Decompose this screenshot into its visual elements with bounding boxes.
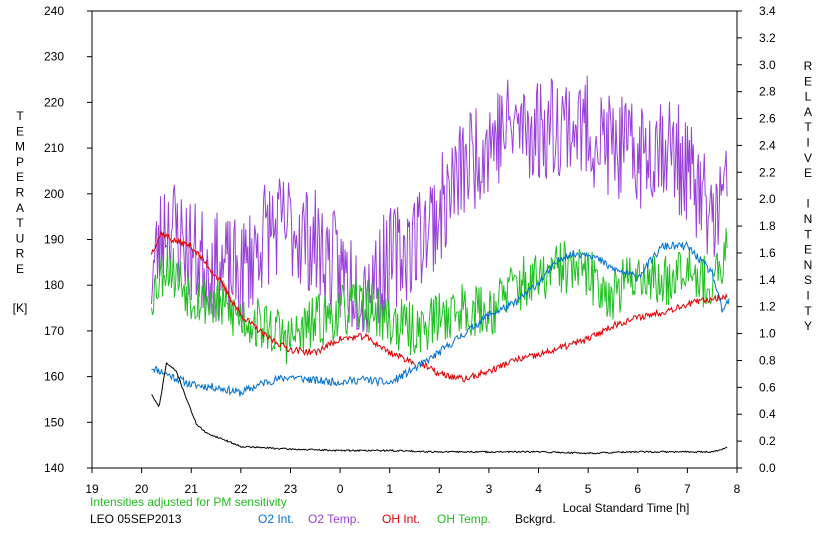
series-line-oh-temp xyxy=(151,228,728,365)
right-axis-title-letter: N xyxy=(804,258,813,272)
right-tick-label: 1.6 xyxy=(759,246,776,260)
right-axis-title-letter: T xyxy=(804,304,812,318)
right-axis-title-letter: I xyxy=(806,136,809,150)
x-tick-label: 3 xyxy=(486,482,493,496)
x-tick-label: 0 xyxy=(337,482,344,496)
left-tick-label: 220 xyxy=(44,95,64,109)
right-axis-title-letter: T xyxy=(804,227,812,241)
right-axis-title-letter: E xyxy=(804,74,812,88)
left-axis-title-letter: M xyxy=(15,140,25,154)
x-tick-label: 23 xyxy=(284,482,298,496)
left-tick-label: 240 xyxy=(44,4,64,18)
left-tick-label: 160 xyxy=(44,370,64,384)
left-tick-label: 200 xyxy=(44,187,64,201)
x-tick-label: 5 xyxy=(585,482,592,496)
right-axis-title-letter: T xyxy=(804,120,812,134)
x-tick-label: 8 xyxy=(734,482,741,496)
right-axis-ticks: 0.0 0.2 0.4 0.6 0.8 1.0 1.2 1.4 1.6 1.8 2.0 2.2 2.4 2… xyxy=(737,4,776,475)
series-line-bckgrd xyxy=(151,362,728,455)
right-axis-title-letter: A xyxy=(804,105,812,119)
x-tick-label: 2 xyxy=(436,482,443,496)
left-axis-title-letter: E xyxy=(16,262,24,276)
right-tick-label: 0.6 xyxy=(759,380,776,394)
right-axis-title-letter: E xyxy=(804,243,812,257)
left-axis-title-letter: T xyxy=(16,216,24,230)
right-tick-label: 2.8 xyxy=(759,85,776,99)
right-tick-label: 1.8 xyxy=(759,219,776,233)
x-tick-label: 4 xyxy=(535,482,542,496)
right-tick-label: 1.2 xyxy=(759,300,776,314)
series-lines xyxy=(151,75,730,455)
left-tick-label: 190 xyxy=(44,233,64,247)
legend-oh-int: OH Int. xyxy=(382,512,421,526)
left-axis-title-letter: P xyxy=(16,155,24,169)
right-axis-title-letter: V xyxy=(804,151,812,165)
right-tick-label: 3.2 xyxy=(759,31,776,45)
series-line-o2-temp xyxy=(151,75,728,333)
left-tick-label: 150 xyxy=(44,415,64,429)
right-axis-title-letter: L xyxy=(805,90,812,104)
left-axis-title-letter: U xyxy=(16,231,25,245)
x-axis-label: Local Standard Time [h] xyxy=(563,501,690,515)
right-axis-title-letter: I xyxy=(806,197,809,211)
right-tick-label: 2.2 xyxy=(759,165,776,179)
right-tick-label: 2.4 xyxy=(759,138,776,152)
station-date-label: LEO 05SEP2013 xyxy=(90,512,182,526)
adjustment-note: Intensities adjusted for PM sensitivity xyxy=(90,495,287,509)
left-axis-title-letter: R xyxy=(16,247,25,261)
series-line-oh-int xyxy=(151,231,728,383)
right-tick-label: 0.8 xyxy=(759,353,776,367)
right-axis-title-letter: E xyxy=(804,166,812,180)
right-axis-title-letter: N xyxy=(804,212,813,226)
x-tick-label: 22 xyxy=(234,482,248,496)
series-line-o2-int xyxy=(151,240,730,397)
left-axis-unit: [K] xyxy=(13,301,28,315)
x-tick-label: 20 xyxy=(135,482,149,496)
left-tick-label: 170 xyxy=(44,324,64,338)
x-tick-label: 1 xyxy=(386,482,393,496)
x-tick-label: 6 xyxy=(634,482,641,496)
left-axis-title-letter: E xyxy=(16,124,24,138)
right-tick-label: 3.4 xyxy=(759,4,776,18)
right-tick-label: 3.0 xyxy=(759,58,776,72)
right-axis-title-letter: I xyxy=(806,289,809,303)
legend-o2-temp: O2 Temp. xyxy=(308,512,360,526)
left-tick-label: 210 xyxy=(44,141,64,155)
right-tick-label: 0.4 xyxy=(759,407,776,421)
left-axis-title-letter: E xyxy=(16,170,24,184)
legend-oh-temp: OH Temp. xyxy=(437,512,491,526)
right-axis-title-letter: Y xyxy=(804,319,812,333)
x-tick-label: 19 xyxy=(85,482,99,496)
left-tick-label: 230 xyxy=(44,50,64,64)
legend-o2-int: O2 Int. xyxy=(258,512,295,526)
x-tick-label: 21 xyxy=(185,482,199,496)
legend-bckgrd: Bckgrd. xyxy=(515,512,556,526)
x-axis-ticks: 19 20 21 22 23 0 1 2 3 4 5 6 7 8 xyxy=(85,468,741,496)
right-tick-label: 1.4 xyxy=(759,273,776,287)
left-axis-title-letter: R xyxy=(16,186,25,200)
left-axis-title-letter: A xyxy=(16,201,24,215)
left-tick-label: 180 xyxy=(44,278,64,292)
right-tick-label: 1.0 xyxy=(759,327,776,341)
right-axis-title-letter: R xyxy=(804,59,813,73)
right-tick-label: 0.0 xyxy=(759,461,776,475)
left-axis-title-letter: T xyxy=(16,109,24,123)
right-tick-label: 2.6 xyxy=(759,112,776,126)
left-tick-label: 140 xyxy=(44,461,64,475)
right-tick-label: 2.0 xyxy=(759,192,776,206)
x-tick-label: 7 xyxy=(684,482,691,496)
right-tick-label: 0.2 xyxy=(759,434,776,448)
left-axis-ticks: 140 150 160 170 180 190 200 210 220 230 240 xyxy=(44,4,92,475)
right-axis-title-letter: S xyxy=(804,273,812,287)
